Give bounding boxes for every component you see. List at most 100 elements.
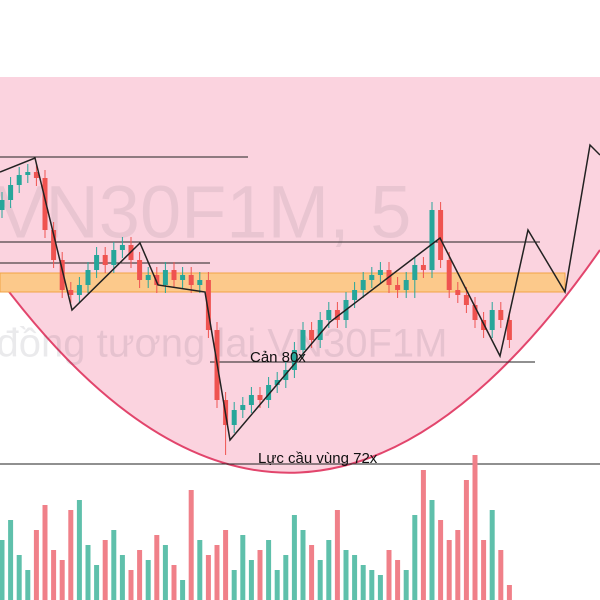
candle-body <box>145 275 151 280</box>
volume-bar <box>446 540 452 600</box>
volume-bar <box>472 455 478 600</box>
volume-bar <box>291 515 297 600</box>
candle-body <box>377 270 383 275</box>
volume-bar <box>42 505 48 600</box>
candle-body <box>171 270 177 280</box>
volume-bar <box>317 560 323 600</box>
volume-bar <box>231 570 237 600</box>
candle-body <box>162 270 168 285</box>
volume-bar <box>240 535 246 600</box>
volume-bar <box>76 500 82 600</box>
candle-body <box>326 310 332 320</box>
candle-body <box>51 230 57 260</box>
candle-body <box>180 275 186 280</box>
candle-body <box>455 290 461 295</box>
candle-body <box>360 280 366 290</box>
volume-bar <box>309 545 315 600</box>
volume-bar <box>412 515 418 600</box>
candle-body <box>188 275 194 285</box>
candle-body <box>300 330 306 350</box>
support-zone <box>0 272 566 293</box>
volume-bar <box>205 555 211 600</box>
volume-bar <box>59 560 65 600</box>
volume-bar <box>33 530 39 600</box>
volume-bar <box>395 560 401 600</box>
candle-body <box>0 200 5 210</box>
volume-bar <box>171 565 177 600</box>
candle-body <box>119 245 125 250</box>
volume-bar <box>25 570 31 600</box>
volume-bar <box>377 575 383 600</box>
candle-body <box>506 320 512 340</box>
candle-body <box>274 380 280 385</box>
candle-body <box>257 395 263 400</box>
volume-bar <box>283 555 289 600</box>
volume-bar <box>266 540 272 600</box>
volume-bar <box>369 570 375 600</box>
candle-body <box>266 385 272 400</box>
candle-body <box>25 172 31 175</box>
volume-bar <box>420 470 426 600</box>
volume-bar <box>162 545 168 600</box>
volume-bar <box>360 565 366 600</box>
volume-bar <box>257 550 263 600</box>
volume-bar <box>223 530 229 600</box>
candle-body <box>446 260 452 290</box>
candle-body <box>291 350 297 370</box>
watermark-subtitle: Hợp đồng tương lai VN30F1M <box>0 322 448 366</box>
candle-body <box>334 310 340 320</box>
volume-bar <box>326 540 332 600</box>
candle-body <box>240 405 246 410</box>
candle-body <box>309 330 315 340</box>
candle-body <box>59 260 65 290</box>
candle-body <box>248 395 254 405</box>
candle-body <box>154 275 160 285</box>
volume-bar <box>403 570 409 600</box>
candle-body <box>403 280 409 290</box>
volume-bar <box>481 540 487 600</box>
annotation: Lực cầu vùng 72x <box>258 450 378 467</box>
volume-bar <box>429 500 435 600</box>
candle-body <box>111 250 117 265</box>
annotation: Cản 80x <box>250 349 306 366</box>
volume-bar <box>274 570 280 600</box>
volume-bar <box>197 540 203 600</box>
volume-bar <box>343 550 349 600</box>
candle-body <box>102 255 108 265</box>
candle-body <box>8 185 14 200</box>
volume-bar <box>128 570 134 600</box>
candle-body <box>42 178 48 230</box>
volume-bar <box>8 520 14 600</box>
candle-body <box>137 260 143 280</box>
volume-bar <box>68 510 74 600</box>
candle-body <box>489 310 495 330</box>
volume-bar <box>85 545 91 600</box>
candle-body <box>33 172 39 178</box>
volume-bar <box>352 555 358 600</box>
level-lines <box>0 156 600 465</box>
volume-bar <box>119 555 125 600</box>
watermark: VN30F1M, 5 <box>0 171 411 254</box>
candle-body <box>412 265 418 280</box>
volume-bar <box>438 520 444 600</box>
volume-bar <box>300 530 306 600</box>
candle-body <box>68 290 74 295</box>
volume-bar <box>455 530 461 600</box>
volumes <box>0 455 512 600</box>
candle-body <box>438 210 444 260</box>
candle-body <box>16 175 22 185</box>
volume-bar <box>111 530 117 600</box>
candle-body <box>352 290 358 300</box>
candle-body <box>463 295 469 305</box>
volume-bar <box>498 550 504 600</box>
candle-body <box>317 320 323 340</box>
volume-bar <box>214 545 220 600</box>
volume-bar <box>463 480 469 600</box>
volume-bar <box>188 490 194 600</box>
candle-body <box>472 305 478 320</box>
candle-body <box>94 255 100 270</box>
candle-body <box>197 280 203 285</box>
volume-bar <box>16 555 22 600</box>
candle-body <box>205 280 211 330</box>
